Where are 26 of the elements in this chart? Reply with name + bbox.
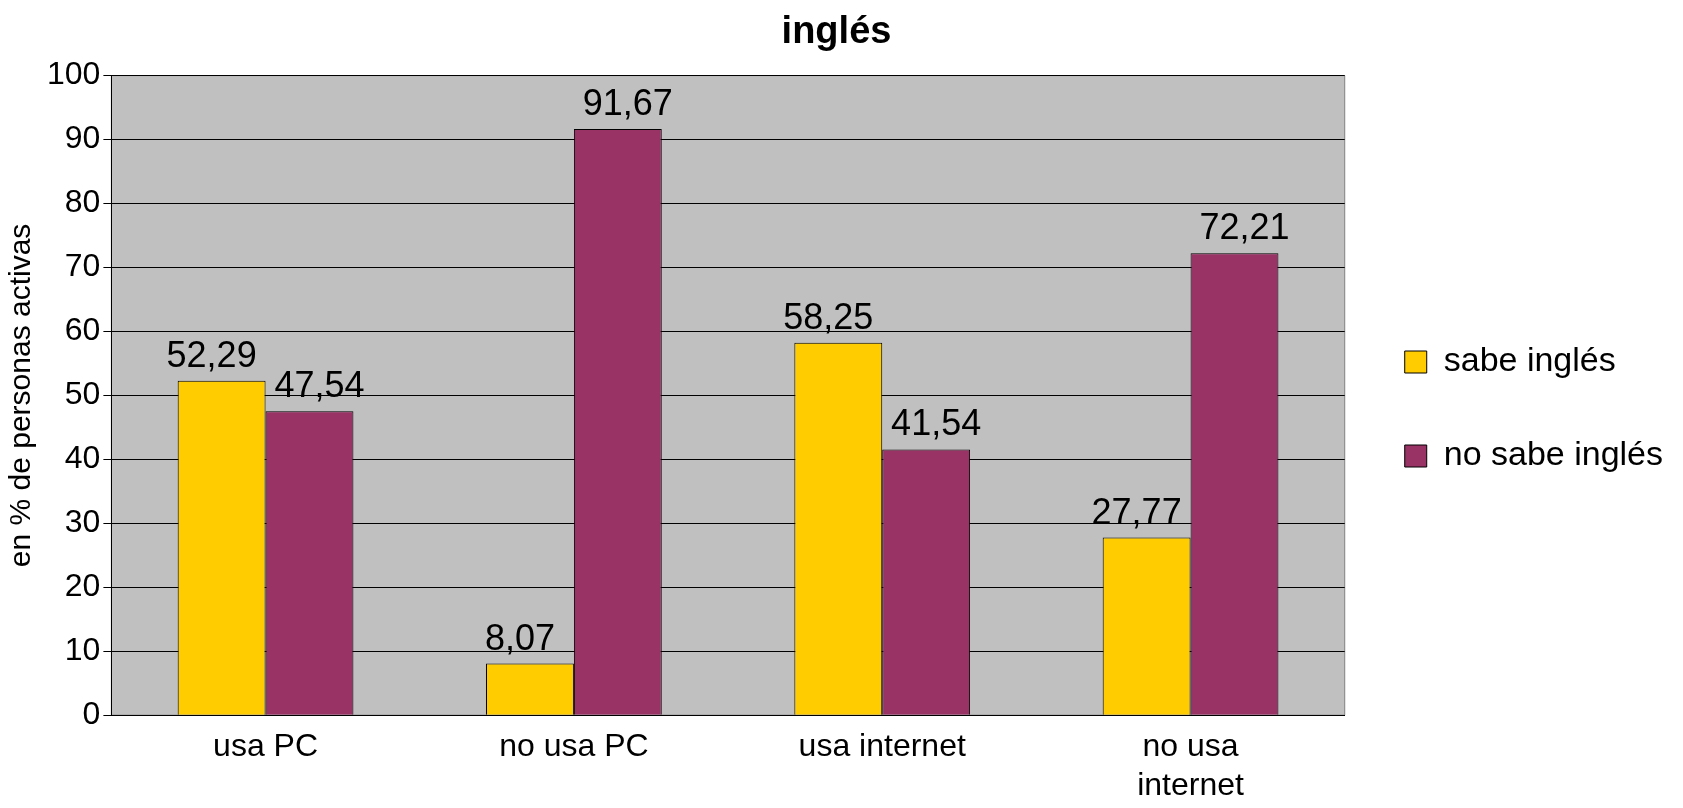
y-tick-label: 80 xyxy=(64,183,101,220)
x-tick-label: usa PC xyxy=(213,727,319,764)
x-tick-label: usa internet xyxy=(798,727,966,764)
y-tick-label: 50 xyxy=(64,375,101,412)
y-tick-label: 70 xyxy=(64,247,101,284)
y-tick-label: 90 xyxy=(64,119,101,156)
y-tick-label: 60 xyxy=(64,311,101,348)
legend-label: no sabe inglés xyxy=(1443,434,1664,473)
x-tick-label: no usa PC xyxy=(499,727,649,764)
y-tick-label: 40 xyxy=(64,439,101,476)
data-label: 72,21 xyxy=(1199,206,1290,248)
data-label: 58,25 xyxy=(783,295,874,337)
data-label: 41,54 xyxy=(891,402,982,444)
legend-label: sabe inglés xyxy=(1443,340,1616,379)
y-tick-label: 20 xyxy=(64,567,101,604)
chart-title: inglés xyxy=(781,9,892,52)
y-axis-title: en % de personas activas xyxy=(3,223,37,568)
data-label: 47,54 xyxy=(274,364,365,406)
y-tick-label: 0 xyxy=(82,695,101,732)
data-label: 8,07 xyxy=(484,616,555,658)
y-tick-label: 100 xyxy=(47,55,101,92)
data-label: 52,29 xyxy=(166,333,257,375)
x-tick-label: no usa internet xyxy=(1137,727,1245,802)
data-label: 91,67 xyxy=(582,81,673,123)
y-tick-label: 10 xyxy=(64,631,101,668)
y-tick-label: 30 xyxy=(64,503,101,540)
